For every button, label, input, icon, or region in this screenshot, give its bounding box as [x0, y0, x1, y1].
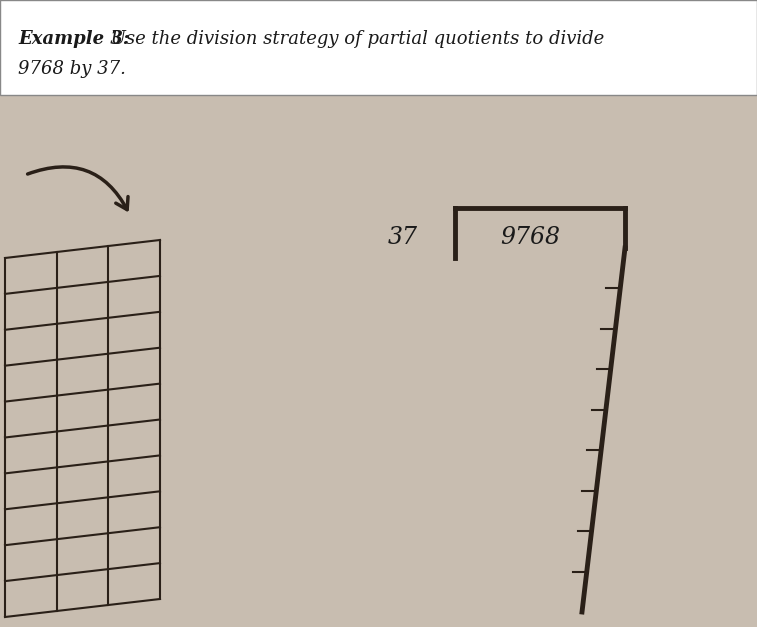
Bar [0, 0, 757, 95]
FancyArrowPatch shape [27, 167, 128, 209]
Text: Use the division strategy of partial quotients to divide: Use the division strategy of partial quo… [105, 30, 604, 48]
Text: Example 3:: Example 3: [18, 30, 129, 48]
Text: 37: 37 [388, 226, 418, 250]
Text: 9768: 9768 [500, 226, 560, 250]
Text: 9768 by 37.: 9768 by 37. [18, 60, 126, 78]
